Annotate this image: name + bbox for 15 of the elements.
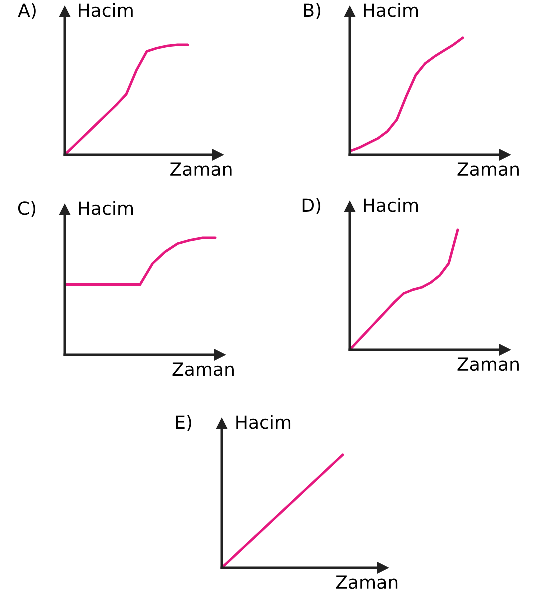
x-axis-title: Zaman [172, 362, 234, 376]
chart-title: B) [304, 3, 321, 20]
y-axis-title: Hacim [364, 198, 418, 212]
chart-title: E) [176, 415, 192, 432]
chart-title: A) [18, 3, 36, 20]
x-axis-title: Zaman [458, 358, 519, 372]
chart-title: D) [302, 198, 321, 214]
x-axis-title: Zaman [170, 162, 232, 176]
y-axis-title: Hacim [364, 3, 418, 18]
chart-title: C) [18, 201, 36, 218]
y-axis-title: Hacim [236, 415, 291, 430]
y-axis-title: Hacim [79, 3, 133, 18]
x-axis-title: Zaman [336, 576, 398, 590]
x-axis-title: Zaman [458, 162, 519, 176]
y-axis-title: Hacim [79, 201, 134, 216]
